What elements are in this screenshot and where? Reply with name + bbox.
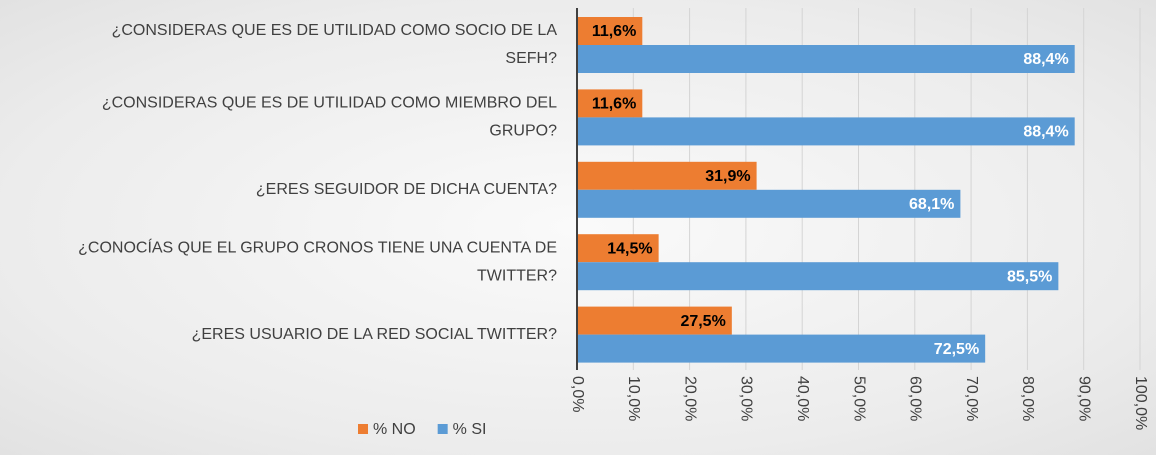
legend-swatch bbox=[358, 424, 368, 434]
x-tick-label: 60,0% bbox=[907, 376, 924, 421]
category-label: ¿ERES USUARIO DE LA RED SOCIAL TWITTER? bbox=[192, 326, 558, 343]
bar bbox=[577, 334, 986, 363]
bar bbox=[577, 234, 659, 263]
bar bbox=[577, 161, 757, 190]
data-label: 31,9% bbox=[705, 168, 750, 185]
data-label: 11,6% bbox=[592, 96, 636, 113]
data-label: 27,5% bbox=[680, 313, 725, 330]
data-label: 11,6% bbox=[592, 23, 636, 40]
x-tick-label: 20,0% bbox=[681, 376, 698, 421]
legend-label: % NO bbox=[373, 421, 416, 438]
x-tick-label: 90,0% bbox=[1075, 376, 1092, 421]
category-label: ¿CONSIDERAS QUE ES DE UTILIDAD COMO SOCI… bbox=[112, 22, 558, 67]
category-label: ¿CONSIDERAS QUE ES DE UTILIDAD COMO MIEM… bbox=[102, 95, 557, 140]
bar bbox=[577, 45, 1075, 73]
bar bbox=[577, 117, 1075, 146]
bar bbox=[577, 17, 643, 45]
x-tick-label: 70,0% bbox=[963, 376, 980, 421]
data-label: 72,5% bbox=[934, 341, 979, 358]
category-label: ¿CONOCÍAS QUE EL GRUPO CRONOS TIENE UNA … bbox=[78, 238, 557, 285]
data-label: 68,1% bbox=[909, 196, 954, 213]
bar bbox=[577, 262, 1059, 291]
x-tick-label: 80,0% bbox=[1019, 376, 1036, 421]
bar bbox=[577, 89, 643, 118]
category-label: ¿ERES SEGUIDOR DE DICHA CUENTA? bbox=[256, 181, 557, 198]
legend-label: % SI bbox=[453, 421, 487, 438]
data-label: 14,5% bbox=[607, 240, 652, 257]
data-label: 88,4% bbox=[1023, 124, 1068, 141]
bar bbox=[577, 189, 961, 218]
data-label: 88,4% bbox=[1023, 51, 1068, 68]
data-label: 85,5% bbox=[1007, 268, 1052, 285]
x-tick-label: 0,0% bbox=[569, 376, 586, 412]
x-tick-label: 100,0% bbox=[1132, 376, 1149, 430]
x-tick-label: 40,0% bbox=[794, 376, 811, 421]
legend-swatch bbox=[437, 424, 448, 434]
bar bbox=[577, 306, 732, 335]
x-tick-label: 10,0% bbox=[625, 376, 642, 421]
x-tick-label: 30,0% bbox=[738, 376, 755, 421]
x-tick-label: 50,0% bbox=[850, 376, 867, 421]
